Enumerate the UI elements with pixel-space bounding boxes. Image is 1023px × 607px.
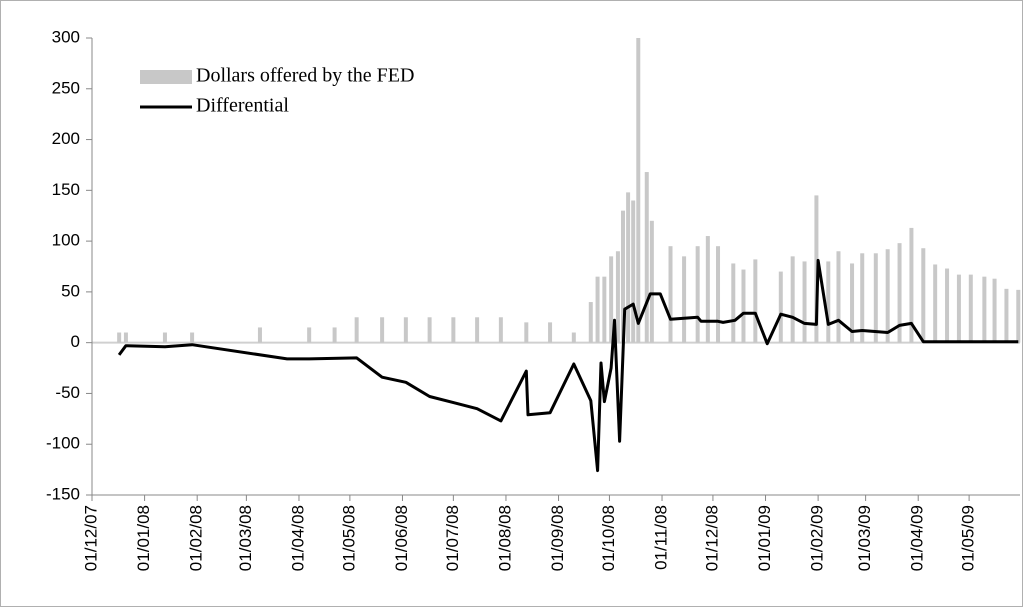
y-tick-label: -150 — [46, 484, 80, 503]
legend-label: Dollars offered by the FED — [196, 65, 414, 87]
y-tick-label: 250 — [52, 78, 80, 97]
bar — [548, 322, 553, 343]
bar — [588, 302, 593, 343]
bar — [716, 246, 721, 343]
bar — [649, 220, 654, 343]
bar — [626, 192, 631, 343]
bar — [332, 327, 337, 343]
bar — [636, 38, 641, 343]
bar — [609, 256, 614, 343]
line — [117, 258, 1019, 473]
y-tick-label: 300 — [52, 27, 80, 46]
bar — [933, 264, 938, 343]
bar — [602, 276, 607, 343]
bar — [498, 317, 503, 343]
bar — [475, 317, 480, 343]
x-tick-label: 01/12/07 — [81, 505, 100, 571]
x-tick-label: 01/07/08 — [443, 505, 462, 571]
bar — [427, 317, 432, 343]
y-tick-label: -50 — [55, 383, 80, 402]
bar — [668, 246, 673, 343]
y-tick-label: 100 — [52, 231, 80, 250]
x-tick-label: 01/06/08 — [392, 505, 411, 571]
bar — [695, 246, 700, 343]
bar — [1016, 289, 1021, 343]
bar — [615, 251, 620, 343]
y-tick-label: 200 — [52, 129, 80, 148]
bar — [451, 317, 456, 343]
x-tick-label: 01/03/09 — [855, 505, 874, 571]
bar — [778, 271, 783, 343]
y-tick-label: 0 — [71, 332, 80, 351]
bar — [190, 332, 195, 343]
bar — [992, 278, 997, 343]
bar — [524, 322, 529, 343]
bar — [307, 327, 312, 343]
bar — [790, 256, 795, 343]
x-tick-label: 01/08/08 — [495, 505, 514, 571]
y-tick-label: 150 — [52, 180, 80, 199]
bar — [956, 274, 961, 343]
bar — [123, 332, 128, 343]
bar — [921, 248, 926, 343]
legend-label: Differential — [196, 95, 289, 117]
bar — [571, 332, 576, 343]
bar — [731, 263, 736, 343]
bar — [354, 317, 359, 343]
x-tick-label: 01/09/08 — [548, 505, 567, 571]
x-tick-label: 01/10/08 — [599, 505, 618, 571]
x-tick-label: 01/02/09 — [808, 505, 827, 571]
bar — [909, 227, 914, 343]
bar — [802, 261, 807, 343]
bar — [380, 317, 385, 343]
bar — [631, 200, 636, 343]
bar — [897, 243, 902, 343]
y-tick-label: -100 — [46, 434, 80, 453]
bar — [117, 332, 122, 343]
bar — [741, 269, 746, 343]
bar — [850, 263, 855, 343]
x-tick-label: 01/01/08 — [134, 505, 153, 571]
x-tick-label: 01/02/08 — [187, 505, 206, 571]
bar — [836, 251, 841, 343]
bar — [968, 274, 973, 343]
y-tick-label: 50 — [61, 281, 80, 300]
x-tick-label: 01/05/09 — [959, 505, 978, 571]
bar — [1004, 288, 1009, 343]
x-tick-label: 01/12/08 — [702, 505, 721, 571]
bar — [705, 236, 710, 343]
bar — [621, 210, 626, 343]
bar — [595, 276, 600, 343]
bar — [982, 276, 987, 343]
x-tick-label: 01/04/08 — [288, 505, 307, 571]
bar — [403, 317, 408, 343]
bar — [644, 172, 649, 343]
bar — [945, 268, 950, 343]
legend-swatch — [140, 70, 192, 84]
x-tick-label: 01/05/08 — [339, 505, 358, 571]
bar — [860, 253, 865, 343]
bar — [162, 332, 167, 343]
plot: -150 -100 -50 0 50 100 150 200 250 300 01/12/07 01/… — [46, 27, 1021, 571]
bar — [682, 256, 687, 343]
bar — [257, 327, 262, 343]
bar — [753, 259, 758, 343]
x-tick-label: 01/01/09 — [755, 505, 774, 571]
bar — [885, 249, 890, 343]
x-tick-label: 01/11/08 — [652, 505, 671, 570]
bar — [873, 253, 878, 343]
x-tick-label: 01/04/09 — [908, 505, 927, 571]
x-tick-label: 01/03/08 — [236, 505, 255, 571]
bar — [826, 261, 831, 343]
